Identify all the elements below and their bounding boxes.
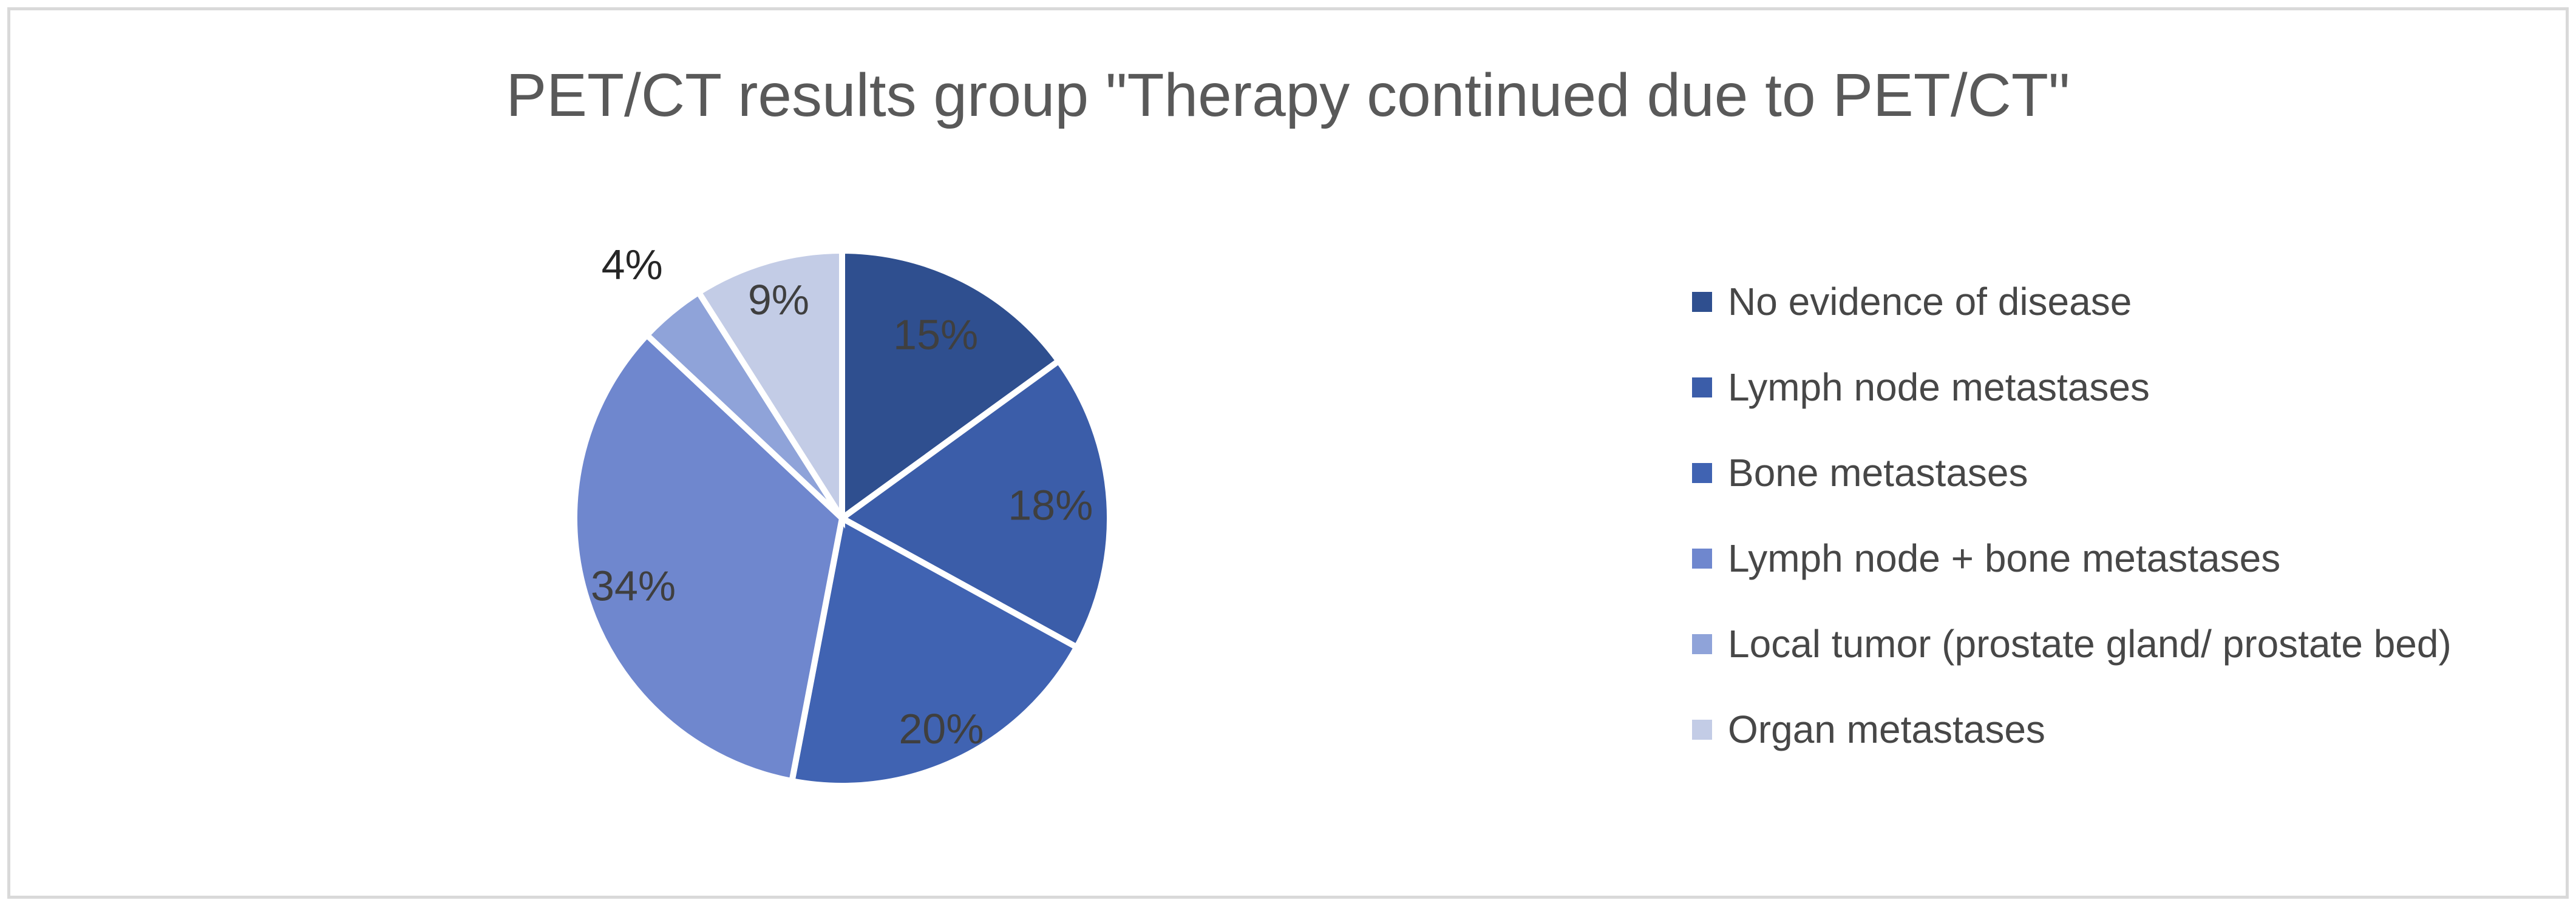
legend-label: Organ metastases [1728, 708, 2045, 751]
pie-data-label-1: 15% [893, 311, 978, 358]
legend-label: Local tumor (prostate gland/ prostate be… [1728, 622, 2452, 666]
legend-label: Bone metastases [1728, 451, 2028, 495]
legend-swatch-icon [1692, 634, 1712, 654]
legend-label: No evidence of disease [1728, 280, 2132, 323]
pie-data-label-4: 34% [591, 563, 676, 610]
legend-label: Lymph node metastases [1728, 365, 2150, 409]
legend-item-1: No evidence of disease [1692, 277, 2452, 326]
legend-swatch-icon [1692, 719, 1712, 740]
pie-slice-6 [694, 247, 845, 529]
legend-item-4: Lymph node + bone metastases [1692, 533, 2452, 583]
pie-data-label-2: 18% [1008, 481, 1093, 529]
legend-swatch-icon [1692, 548, 1712, 569]
legend-swatch-icon [1692, 377, 1712, 397]
legend-item-5: Local tumor (prostate gland/ prostate be… [1692, 619, 2452, 669]
pie-slice-4 [571, 331, 846, 785]
pie-slice-2 [836, 356, 1113, 652]
legend-item-3: Bone metastases [1692, 448, 2452, 498]
legend-item-2: Lymph node metastases [1692, 362, 2452, 412]
pie-slice-3 [788, 513, 1081, 789]
legend-item-6: Organ metastases [1692, 705, 2452, 754]
pie-data-label-5: 4% [602, 241, 663, 288]
pie-slice-1 [839, 247, 1063, 524]
legend-swatch-icon [1692, 291, 1712, 312]
legend-label: Lymph node + bone metastases [1728, 536, 2281, 580]
pie-data-label-3: 20% [899, 705, 984, 752]
pie-data-label-6: 9% [748, 276, 809, 323]
chart-title: PET/CT results group "Therapy continued … [506, 61, 2070, 129]
legend-swatch-icon [1692, 462, 1712, 483]
legend: No evidence of disease Lymph node metasta… [1692, 277, 2452, 790]
